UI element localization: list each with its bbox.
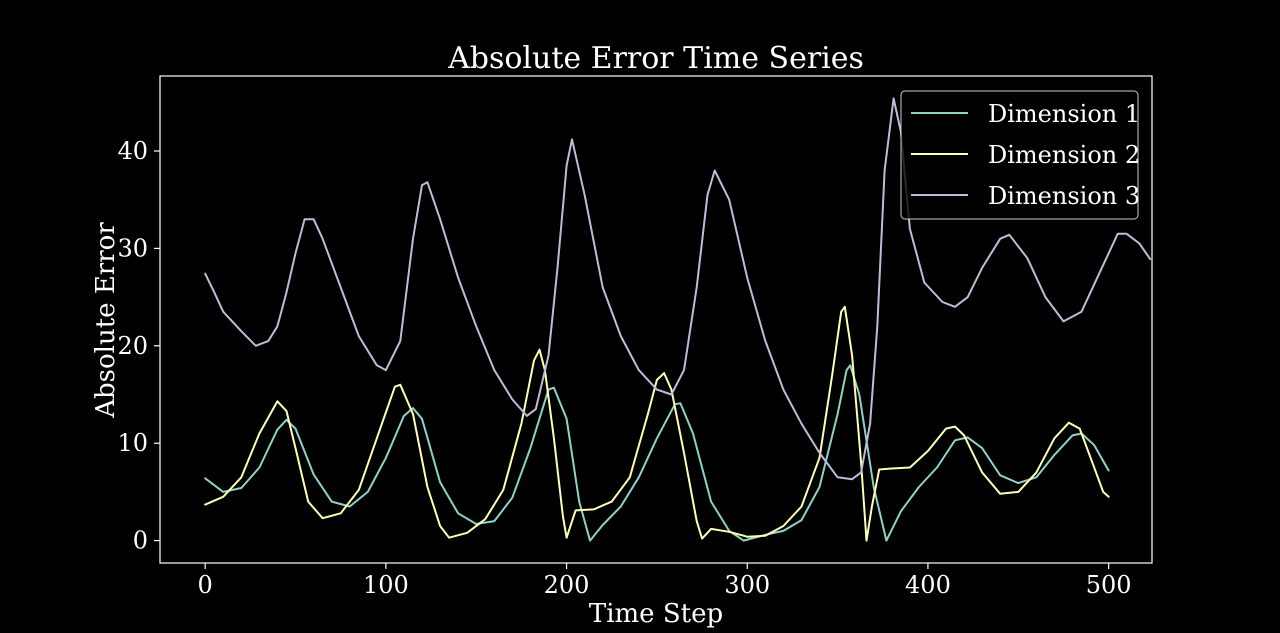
y-axis-label: Absolute Error (91, 222, 121, 419)
y-tick-label: 20 (117, 332, 148, 360)
plot-content (204, 97, 1152, 542)
y-tick-label: 0 (133, 527, 148, 555)
y-tick-label: 40 (117, 137, 148, 165)
x-tick-label: 400 (905, 571, 951, 599)
x-tick-label: 500 (1086, 571, 1132, 599)
legend-label-dimension-3: Dimension 3 (988, 182, 1140, 210)
plot-frame (159, 75, 1153, 564)
series-line-dimension-2 (204, 305, 1110, 542)
y-axis: 0 10 20 30 40 (117, 137, 160, 555)
series-line-dimension-3 (204, 97, 1152, 481)
x-tick-label: 200 (544, 571, 590, 599)
x-axis: 0 100 200 300 400 500 (198, 563, 1132, 599)
legend-frame (900, 90, 1139, 220)
y-tick-label: 30 (117, 234, 148, 262)
x-axis-label: Time Step (589, 599, 723, 629)
legend-label-dimension-1: Dimension 1 (988, 100, 1140, 128)
legend: Dimension 1 Dimension 2 Dimension 3 (900, 90, 1140, 220)
x-tick-label: 300 (724, 571, 770, 599)
series-line-dimension-1 (204, 364, 1110, 542)
y-tick-label: 10 (117, 429, 148, 457)
x-tick-label: 100 (363, 571, 409, 599)
chart-title: Absolute Error Time Series (447, 41, 864, 76)
x-tick-label: 0 (198, 571, 213, 599)
legend-label-dimension-2: Dimension 2 (988, 141, 1140, 169)
